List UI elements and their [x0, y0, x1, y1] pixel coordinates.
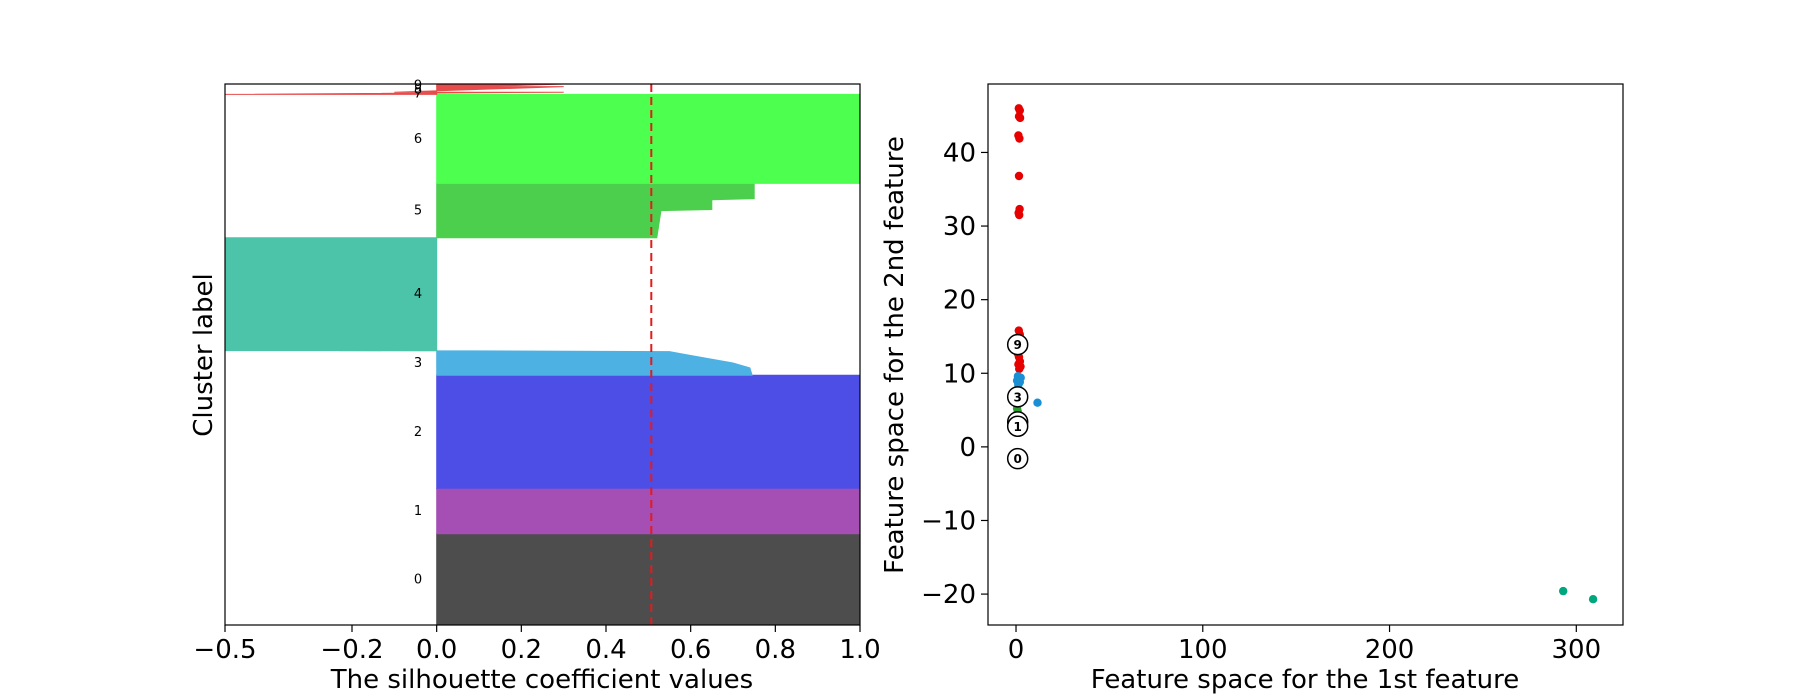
cluster-label-2: 2 — [414, 425, 422, 440]
scatter-point — [1015, 113, 1025, 123]
silhouette-x-tick-label: −0.5 — [193, 635, 256, 665]
cluster-center-label: 0 — [1014, 452, 1022, 466]
cluster-center-marker — [1006, 447, 1029, 470]
cluster-label-5: 5 — [414, 204, 422, 219]
silhouette-cluster-3 — [339, 350, 753, 376]
scatter-y-tick-label: 30 — [943, 212, 976, 242]
scatter-y-axis-label: Feature space for the 2nd feature — [880, 136, 910, 574]
scatter-point — [1015, 134, 1024, 143]
cluster-label-6: 6 — [414, 132, 422, 147]
silhouette-x-tick-label: 0.8 — [755, 635, 796, 665]
silhouette-cluster-5 — [436, 182, 755, 239]
scatter-point — [1033, 398, 1042, 407]
scatter-point — [1015, 210, 1024, 220]
cluster-label-3: 3 — [414, 356, 422, 371]
cluster-center-label: 9 — [1014, 338, 1022, 352]
silhouette-axes-frame — [224, 83, 861, 626]
scatter-point — [1014, 171, 1024, 181]
cluster-label-0: 0 — [414, 572, 422, 587]
cluster-label-8: 8 — [414, 82, 422, 97]
scatter-x-ticks: 0 100 200 300 — [1008, 625, 1601, 665]
silhouette-cluster-2 — [436, 374, 861, 489]
silhouette-x-tick-label: −0.2 — [320, 635, 383, 665]
scatter-y-tick-label: 0 — [959, 433, 976, 463]
silhouette-x-tick-label: 0.4 — [585, 635, 626, 665]
scatter-x-tick-label: 300 — [1551, 635, 1601, 665]
cluster-center-marker — [1006, 386, 1029, 408]
scatter-y-tick-label: 20 — [943, 286, 976, 316]
scatter-points — [1012, 104, 1598, 604]
scatter-y-tick-label: 40 — [943, 138, 976, 168]
silhouette-x-tick-label: 0.0 — [416, 635, 457, 665]
silhouette-cluster-4 — [224, 237, 438, 352]
scatter-x-axis-label: Feature space for the 1st feature — [1091, 665, 1519, 695]
scatter-y-tick-label: −10 — [921, 506, 976, 536]
scatter-x-tick-label: 100 — [1178, 635, 1228, 665]
scatter-axes-frame — [987, 83, 1624, 626]
silhouette-cluster-6 — [436, 93, 861, 184]
silhouette-y-axis-label: Cluster label — [189, 273, 219, 436]
scatter-y-tick-label: 10 — [943, 359, 976, 389]
silhouette-x-ticks: −0.5 −0.2 0.0 0.2 0.4 0.6 0.8 1.0 — [193, 625, 881, 665]
cluster-label-4: 4 — [414, 287, 422, 302]
scatter-point — [1015, 364, 1024, 374]
silhouette-plot: 0 1 2 3 4 5 6 789 −0.5 −0.2 0.0 0.2 0.4 0.6 0.8 1.0 Th… — [189, 78, 881, 695]
cluster-center-label: 1 — [1014, 420, 1022, 434]
silhouette-x-tick-label: 0.6 — [670, 635, 711, 665]
silhouette-clusters: 0 1 2 3 4 5 6 789 — [224, 78, 861, 626]
scatter-x-tick-label: 200 — [1365, 635, 1415, 665]
scatter-point — [1588, 595, 1598, 604]
silhouette-x-axis-label: The silhouette coefficient values — [330, 665, 753, 695]
scatter-y-ticks: −20 −10 0 10 20 30 40 — [921, 138, 988, 610]
scatter-x-tick-label: 0 — [1008, 635, 1025, 665]
scatter-point — [1559, 586, 1568, 596]
silhouette-x-tick-label: 1.0 — [839, 635, 880, 665]
silhouette-cluster-8 — [394, 86, 564, 93]
silhouette-cluster-0 — [436, 533, 861, 626]
cluster-center-label: 3 — [1014, 390, 1022, 404]
cluster-label-7: 7 — [414, 86, 422, 101]
cluster-centers: 93510 — [1006, 333, 1029, 470]
cluster-center-marker — [1006, 333, 1029, 356]
silhouette-cluster-1 — [436, 487, 861, 535]
silhouette-x-tick-label: 0.2 — [501, 635, 542, 665]
scatter-y-tick-label: −20 — [921, 580, 976, 610]
silhouette-cluster-7 — [224, 91, 564, 95]
cluster-center-marker — [1006, 415, 1029, 438]
cluster-label-1: 1 — [414, 504, 422, 519]
cluster-label-9: 9 — [414, 78, 422, 93]
